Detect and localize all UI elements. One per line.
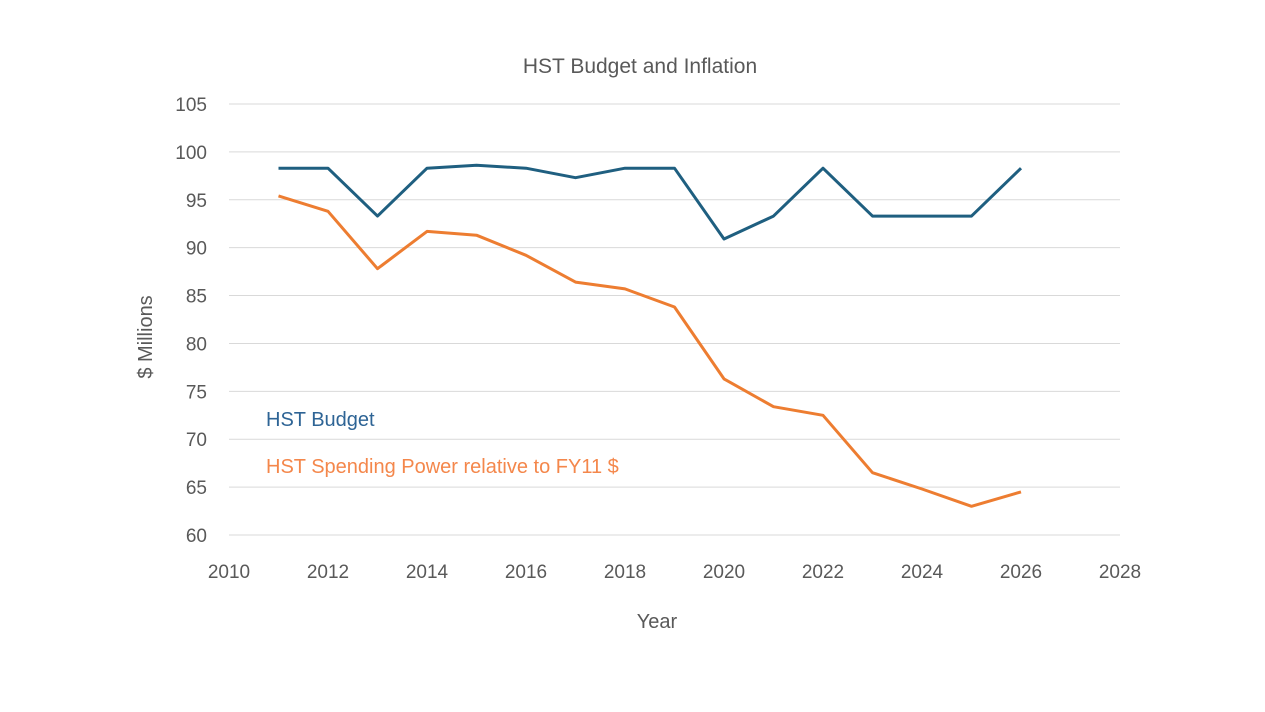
series-label-hst-spending-power: HST Spending Power relative to FY11 $ (266, 456, 619, 478)
gridlines (229, 103, 1120, 536)
x-axis-ticks: 2010 2012 2014 2016 2018 2020 2022 2024 2026 2028 (208, 562, 1141, 583)
x-tick-label: 2022 (802, 562, 844, 583)
y-tick-label: 75 (186, 382, 207, 403)
x-tick-label: 2012 (307, 562, 349, 583)
x-axis-title: Year (637, 611, 678, 633)
y-tick-label: 85 (186, 287, 207, 308)
x-tick-label: 2028 (1099, 562, 1141, 583)
series-label-hst-budget: HST Budget (266, 409, 375, 431)
x-tick-label: 2026 (1000, 562, 1042, 583)
x-tick-label: 2024 (901, 562, 944, 583)
x-tick-label: 2018 (604, 562, 646, 583)
chart-title: HST Budget and Inflation (523, 55, 757, 78)
series-line-hst-spending-power (278, 194, 1022, 508)
x-tick-label: 2020 (703, 562, 745, 583)
y-tick-label: 60 (186, 526, 207, 547)
y-axis-ticks: 60 65 70 75 80 85 90 95 100 105 (175, 95, 207, 547)
y-axis-title: $ Millions (135, 295, 157, 378)
x-tick-label: 2010 (208, 562, 250, 583)
y-tick-label: 65 (186, 478, 207, 499)
y-tick-label: 105 (175, 95, 207, 116)
y-tick-label: 95 (186, 191, 207, 212)
y-tick-label: 90 (186, 239, 207, 260)
x-tick-label: 2016 (505, 562, 547, 583)
y-tick-label: 70 (186, 430, 207, 451)
series-line-hst-budget (278, 163, 1023, 241)
series-lines (278, 163, 1023, 508)
y-tick-label: 100 (175, 143, 207, 164)
x-tick-label: 2014 (406, 562, 449, 583)
y-tick-label: 80 (186, 334, 207, 355)
